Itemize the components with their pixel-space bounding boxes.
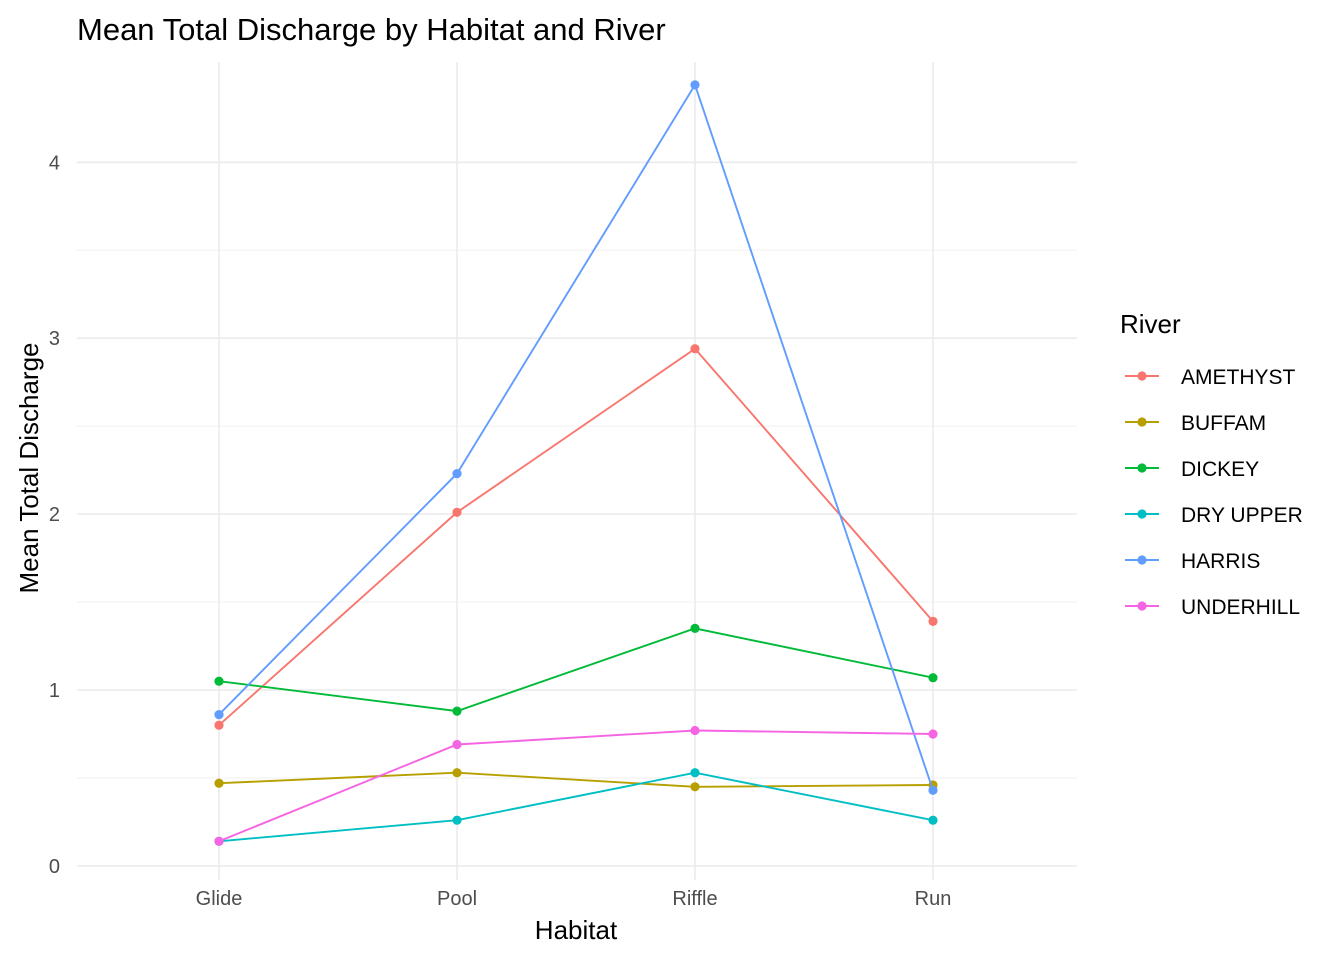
y-axis-title: Mean Total Discharge: [14, 343, 44, 594]
x-tick-label: Glide: [196, 888, 243, 910]
y-tick-label: 2: [49, 504, 60, 526]
data-point-buffam: [452, 768, 462, 778]
series-line-dry-upper: [218, 771, 934, 843]
legend-key-point: [1137, 371, 1147, 381]
y-tick-label: 4: [49, 152, 60, 174]
legend-title: River: [1120, 309, 1181, 339]
legend-key-point: [1137, 463, 1147, 473]
series-underhill: [214, 725, 938, 846]
data-point-underhill: [928, 729, 938, 739]
series-buffam: [214, 768, 938, 792]
legend-label: BUFFAM: [1181, 412, 1266, 435]
data-point-amethyst: [928, 616, 938, 627]
data-point-harris: [690, 80, 700, 90]
data-point-underhill: [452, 739, 462, 750]
data-point-dickey: [452, 706, 462, 716]
series-lines: [214, 80, 938, 846]
data-point-buffam: [690, 782, 700, 792]
series-line-amethyst: [218, 347, 934, 726]
data-point-dickey: [690, 623, 700, 634]
x-tick-label: Pool: [437, 888, 477, 910]
data-point-amethyst: [214, 720, 224, 730]
legend-item-buffam: BUFFAM: [1125, 412, 1266, 435]
series-dickey: [214, 623, 938, 716]
chart-title: Mean Total Discharge by Habitat and Rive…: [77, 12, 666, 47]
legend-item-dickey: DICKEY: [1125, 458, 1259, 481]
legend-label: AMETHYST: [1181, 366, 1296, 389]
series-line-buffam: [218, 771, 934, 788]
data-point-amethyst: [690, 344, 700, 354]
y-tick-label: 0: [49, 856, 60, 878]
x-tick-label: Run: [915, 888, 952, 910]
series-amethyst: [214, 344, 938, 730]
data-point-buffam: [214, 778, 224, 788]
y-tick-label: 3: [49, 328, 60, 350]
plot-grid: [77, 62, 1077, 880]
x-tick-label: Riffle: [672, 888, 717, 910]
legend-label: DICKEY: [1181, 458, 1259, 481]
legend-item-harris: HARRIS: [1125, 550, 1260, 573]
data-point-dry-upper: [928, 815, 938, 825]
series-line-underhill: [218, 729, 934, 843]
legend-items: AMETHYST BUFFAM DICKEY DRY UPPER HARRIS UNDER…: [1125, 366, 1303, 619]
legend-label: HARRIS: [1181, 550, 1260, 573]
data-point-harris: [928, 785, 938, 795]
data-point-dickey: [928, 673, 938, 683]
legend-key-point: [1137, 417, 1147, 427]
series-line-dickey: [218, 627, 934, 713]
legend-key-point: [1137, 601, 1147, 611]
data-point-dry-upper: [690, 768, 700, 778]
legend-item-dry-upper: DRY UPPER: [1125, 504, 1303, 527]
series-harris: [214, 80, 938, 795]
data-point-underhill: [690, 725, 700, 736]
legend: River AMETHYST BUFFAM DICKEY DRY UPPER HARRI…: [1120, 309, 1303, 619]
data-point-dickey: [214, 676, 224, 686]
data-point-harris: [452, 469, 462, 479]
data-point-dry-upper: [452, 815, 462, 825]
x-axis-ticks: Glide Pool Riffle Run: [196, 888, 952, 910]
y-axis-ticks: 0 1 2 3 4: [49, 152, 60, 878]
data-point-harris: [214, 710, 224, 720]
legend-label: UNDERHILL: [1181, 596, 1300, 619]
x-axis-title: Habitat: [535, 915, 618, 945]
legend-item-amethyst: AMETHYST: [1125, 366, 1296, 389]
legend-label: DRY UPPER: [1181, 504, 1303, 527]
data-point-underhill: [214, 836, 224, 846]
series-line-harris: [218, 82, 934, 791]
legend-key-point: [1137, 509, 1147, 519]
data-point-amethyst: [452, 507, 462, 517]
y-tick-label: 1: [49, 680, 60, 702]
legend-item-underhill: UNDERHILL: [1125, 596, 1300, 619]
legend-key-point: [1137, 555, 1147, 565]
